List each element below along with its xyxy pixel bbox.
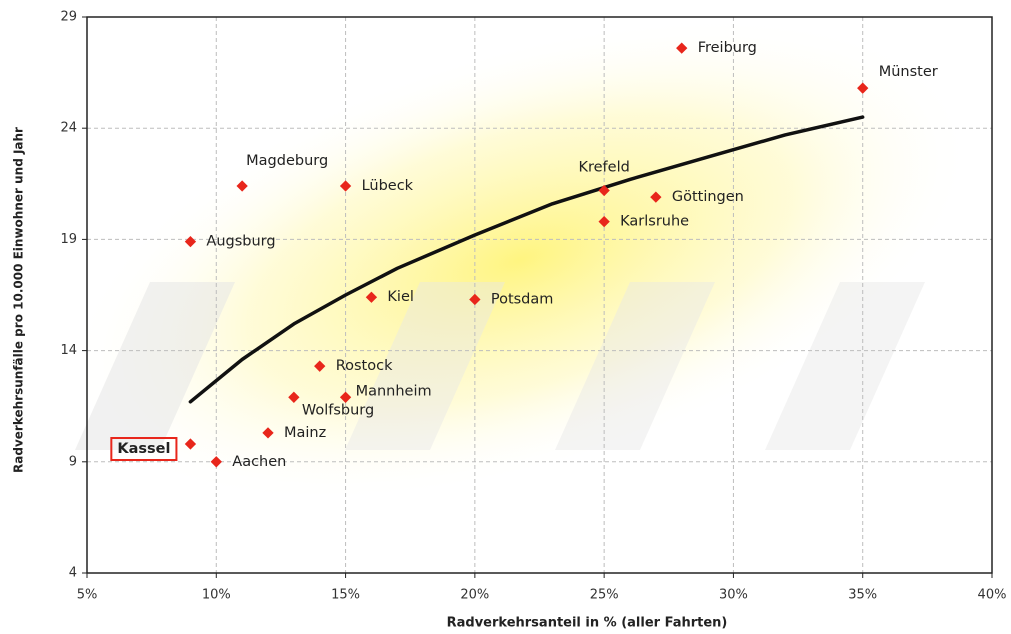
point: [365, 291, 378, 303]
highlight-box: [110, 437, 178, 462]
point: [469, 293, 481, 306]
y-tick-label: 4: [69, 566, 77, 581]
x-tick-label: 10%: [202, 588, 231, 603]
plot-frame: [86, 16, 993, 574]
point-label: Krefeld: [578, 159, 629, 175]
point-label: Wolfsburg: [302, 402, 374, 418]
point-label: Mainz: [284, 425, 326, 441]
point: [598, 215, 610, 228]
point: [184, 235, 197, 248]
y-tick-label: 9: [69, 454, 77, 469]
x-tick-label: 5%: [77, 588, 98, 603]
y-tick-label: 14: [60, 343, 77, 358]
point-label: Magdeburg: [246, 153, 328, 169]
x-tick-label: 30%: [719, 588, 748, 603]
y-tick-label: 24: [60, 121, 77, 136]
point: [262, 427, 274, 439]
point: [339, 180, 352, 192]
x-tick-label: 40%: [978, 588, 1007, 603]
point: [339, 391, 352, 403]
point: [598, 184, 610, 197]
point: [676, 42, 688, 54]
point-label: Kiel: [387, 289, 414, 305]
point-label: Karlsruhe: [620, 214, 689, 230]
point-label: Aachen: [232, 454, 286, 470]
point-label: Rostock: [336, 358, 393, 374]
background-decor: [66, 16, 974, 504]
x-axis-title: Radverkehrsanteil in % (aller Fahrten): [447, 616, 728, 631]
point: [184, 438, 197, 450]
point: [650, 191, 662, 203]
point-label: Freiburg: [698, 40, 757, 56]
x-tick-label: 35%: [848, 588, 877, 603]
point-label: Göttingen: [672, 189, 744, 205]
point-label: Kassel: [117, 441, 170, 457]
point-label: Potsdam: [491, 291, 554, 307]
y-tick-label: 19: [60, 232, 77, 247]
point: [314, 360, 326, 372]
x-tick-label: 15%: [331, 588, 360, 603]
point-label: Augsburg: [206, 234, 275, 250]
point-label: Münster: [879, 64, 938, 80]
x-tick-label: 20%: [460, 588, 489, 603]
marks: Freiburg Münster Krefeld Göttingen Karlsruhe…: [110, 40, 938, 470]
y-axis-title: Radverkehrsunfälle pro 10.000 Einwohner …: [12, 127, 26, 473]
point: [288, 391, 300, 403]
x-tick-label: 25%: [590, 588, 619, 603]
point: [236, 180, 248, 192]
point: [210, 456, 222, 468]
point-label: Mannheim: [356, 383, 432, 399]
y-tick-label: 29: [60, 10, 77, 25]
point-label: Lübeck: [362, 178, 414, 194]
trend-line: [188, 115, 865, 404]
